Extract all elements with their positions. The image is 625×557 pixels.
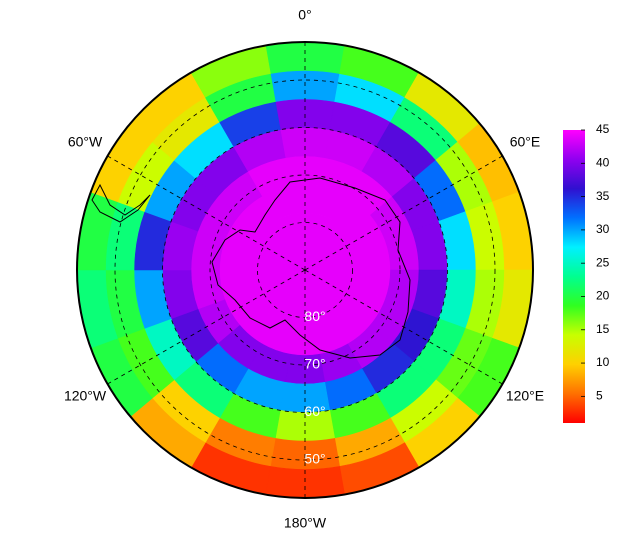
latitude-label: 50° (304, 451, 325, 467)
meridian-line (107, 269, 306, 385)
map-border (76, 41, 534, 499)
latitude-label: 60° (304, 403, 325, 419)
longitude-label: 120°W (64, 388, 107, 404)
colorbar-tick-label: 5 (596, 389, 603, 403)
longitude-label: 120°E (506, 388, 544, 404)
longitude-label: 0° (298, 7, 311, 23)
meridian-line (107, 155, 306, 271)
colorbar-tick-label: 25 (596, 255, 610, 269)
longitude-label: 180°W (284, 515, 327, 531)
colorbar-tick-label: 40 (596, 155, 610, 169)
coastline (91, 183, 151, 223)
latitude-label: 80° (304, 308, 325, 324)
longitude-label: 60°W (68, 134, 103, 150)
latitude-line (257, 222, 353, 318)
meridian-line (304, 269, 503, 385)
coastline (211, 177, 411, 359)
colorbar-tick-label: 30 (596, 222, 610, 236)
colorbar-tick-label: 10 (596, 355, 610, 369)
colorbar-tick-label: 45 (596, 122, 610, 136)
colorbar (563, 130, 585, 423)
colorbar-tick-label: 35 (596, 189, 610, 203)
latitude-line (209, 174, 401, 366)
colorbar-tick-label: 20 (596, 289, 610, 303)
meridian-line (304, 155, 503, 271)
latitude-label: 70° (304, 356, 325, 372)
heatmap (76, 41, 534, 499)
latitude-line (162, 127, 448, 413)
latitude-line (114, 79, 496, 461)
colorbar-tick-label: 15 (596, 322, 610, 336)
longitude-label: 60°E (510, 134, 541, 150)
graticule (107, 42, 503, 498)
